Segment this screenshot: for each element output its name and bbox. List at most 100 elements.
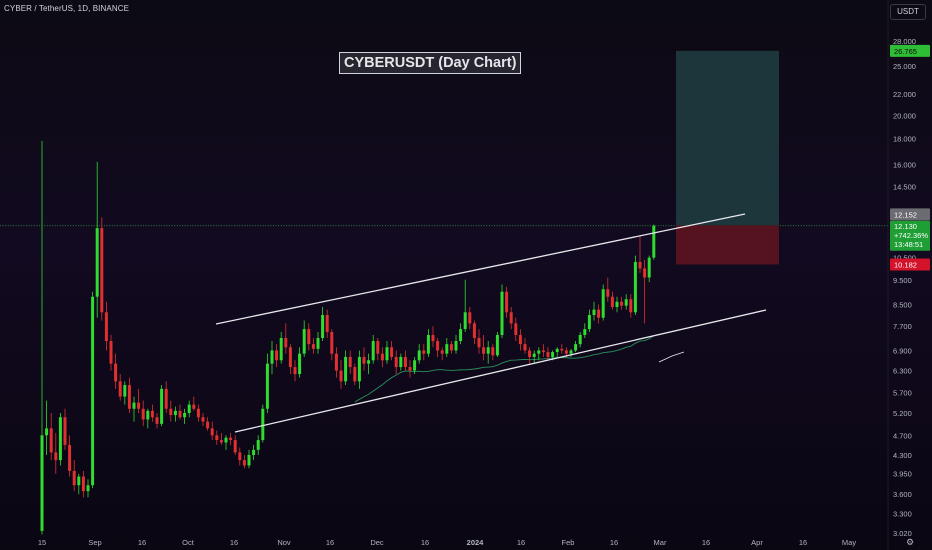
candle-body[interactable]	[477, 337, 481, 348]
candle-body[interactable]	[357, 356, 361, 382]
candle-body[interactable]	[353, 367, 357, 382]
candle-body[interactable]	[500, 291, 504, 335]
candle-body[interactable]	[380, 353, 384, 361]
candle-body[interactable]	[601, 289, 605, 318]
candle-body[interactable]	[468, 312, 472, 324]
candle-body[interactable]	[219, 440, 223, 443]
candle-body[interactable]	[491, 347, 495, 356]
candle-body[interactable]	[81, 476, 85, 492]
candle-body[interactable]	[316, 337, 320, 349]
candle-body[interactable]	[72, 470, 76, 486]
candle-body[interactable]	[629, 299, 633, 313]
candle-body[interactable]	[206, 421, 210, 429]
candle-body[interactable]	[449, 344, 453, 351]
candle-body[interactable]	[238, 452, 242, 461]
candle-body[interactable]	[196, 408, 200, 418]
candle-body[interactable]	[486, 347, 490, 354]
candle-body[interactable]	[49, 428, 53, 453]
candle-body[interactable]	[394, 356, 398, 368]
candle-body[interactable]	[523, 344, 527, 351]
candle-body[interactable]	[311, 344, 315, 349]
candle-body[interactable]	[606, 289, 610, 297]
candle-body[interactable]	[638, 261, 642, 269]
candle-body[interactable]	[597, 309, 601, 318]
candle-body[interactable]	[229, 437, 233, 441]
candle-body[interactable]	[173, 410, 177, 416]
candle-body[interactable]	[210, 428, 214, 436]
candle-body[interactable]	[169, 408, 173, 416]
candle-body[interactable]	[440, 350, 444, 354]
candle-body[interactable]	[652, 225, 656, 258]
channel-lower-line[interactable]	[234, 309, 767, 433]
candle-body[interactable]	[643, 268, 647, 278]
candle-body[interactable]	[445, 344, 449, 354]
candle-body[interactable]	[307, 329, 311, 345]
candle-body[interactable]	[95, 228, 99, 297]
candle-body[interactable]	[160, 388, 164, 424]
candle-body[interactable]	[422, 350, 426, 354]
candle-body[interactable]	[123, 385, 127, 397]
candle-body[interactable]	[587, 315, 591, 330]
currency-selector[interactable]: USDT	[890, 4, 926, 20]
candle-body[interactable]	[40, 435, 44, 531]
candle-body[interactable]	[183, 412, 187, 418]
candle-body[interactable]	[505, 291, 509, 313]
candle-body[interactable]	[178, 410, 182, 418]
candle-body[interactable]	[54, 452, 58, 461]
candle-body[interactable]	[233, 440, 237, 453]
candle-body[interactable]	[514, 323, 518, 335]
candle-body[interactable]	[288, 347, 292, 368]
candle-body[interactable]	[385, 347, 389, 361]
candle-body[interactable]	[555, 348, 559, 353]
candle-body[interactable]	[537, 350, 541, 354]
candle-body[interactable]	[325, 315, 329, 333]
candle-body[interactable]	[104, 312, 108, 342]
candle-body[interactable]	[574, 344, 578, 351]
candle-body[interactable]	[58, 417, 62, 461]
candle-body[interactable]	[436, 341, 440, 351]
candle-body[interactable]	[201, 417, 205, 422]
candle-body[interactable]	[252, 449, 256, 455]
candle-body[interactable]	[45, 428, 49, 436]
candle-body[interactable]	[215, 435, 219, 441]
candle-body[interactable]	[362, 356, 366, 364]
candle-body[interactable]	[91, 296, 95, 486]
candle-body[interactable]	[339, 370, 343, 382]
candle-body[interactable]	[344, 356, 348, 382]
candle-body[interactable]	[454, 341, 458, 351]
candle-body[interactable]	[583, 329, 587, 335]
candle-body[interactable]	[132, 402, 136, 409]
candle-body[interactable]	[348, 356, 352, 368]
candle-body[interactable]	[431, 334, 435, 342]
candle-body[interactable]	[155, 417, 159, 424]
candle-body[interactable]	[224, 437, 228, 443]
candle-body[interactable]	[413, 360, 417, 371]
candle-body[interactable]	[270, 350, 274, 364]
candle-body[interactable]	[426, 334, 430, 354]
candle-body[interactable]	[647, 257, 651, 278]
candle-body[interactable]	[459, 329, 463, 342]
candle-body[interactable]	[564, 350, 568, 354]
candle-body[interactable]	[367, 360, 371, 364]
candle-body[interactable]	[86, 485, 90, 492]
candle-body[interactable]	[624, 299, 628, 306]
candle-body[interactable]	[118, 381, 122, 397]
candle-body[interactable]	[256, 440, 260, 450]
candle-body[interactable]	[495, 334, 499, 356]
candle-body[interactable]	[187, 404, 191, 413]
candle-body[interactable]	[164, 388, 168, 409]
candle-body[interactable]	[403, 356, 407, 368]
candle-body[interactable]	[279, 337, 283, 361]
candle-body[interactable]	[518, 334, 522, 345]
candle-body[interactable]	[615, 301, 619, 307]
candle-body[interactable]	[620, 301, 624, 306]
candle-body[interactable]	[63, 417, 67, 445]
candle-body[interactable]	[137, 402, 141, 409]
candle-body[interactable]	[275, 350, 279, 361]
candle-body[interactable]	[265, 363, 269, 409]
candle-body[interactable]	[560, 348, 564, 351]
candle-body[interactable]	[546, 352, 550, 357]
target-zone[interactable]	[676, 50, 779, 226]
candle-body[interactable]	[100, 228, 104, 313]
